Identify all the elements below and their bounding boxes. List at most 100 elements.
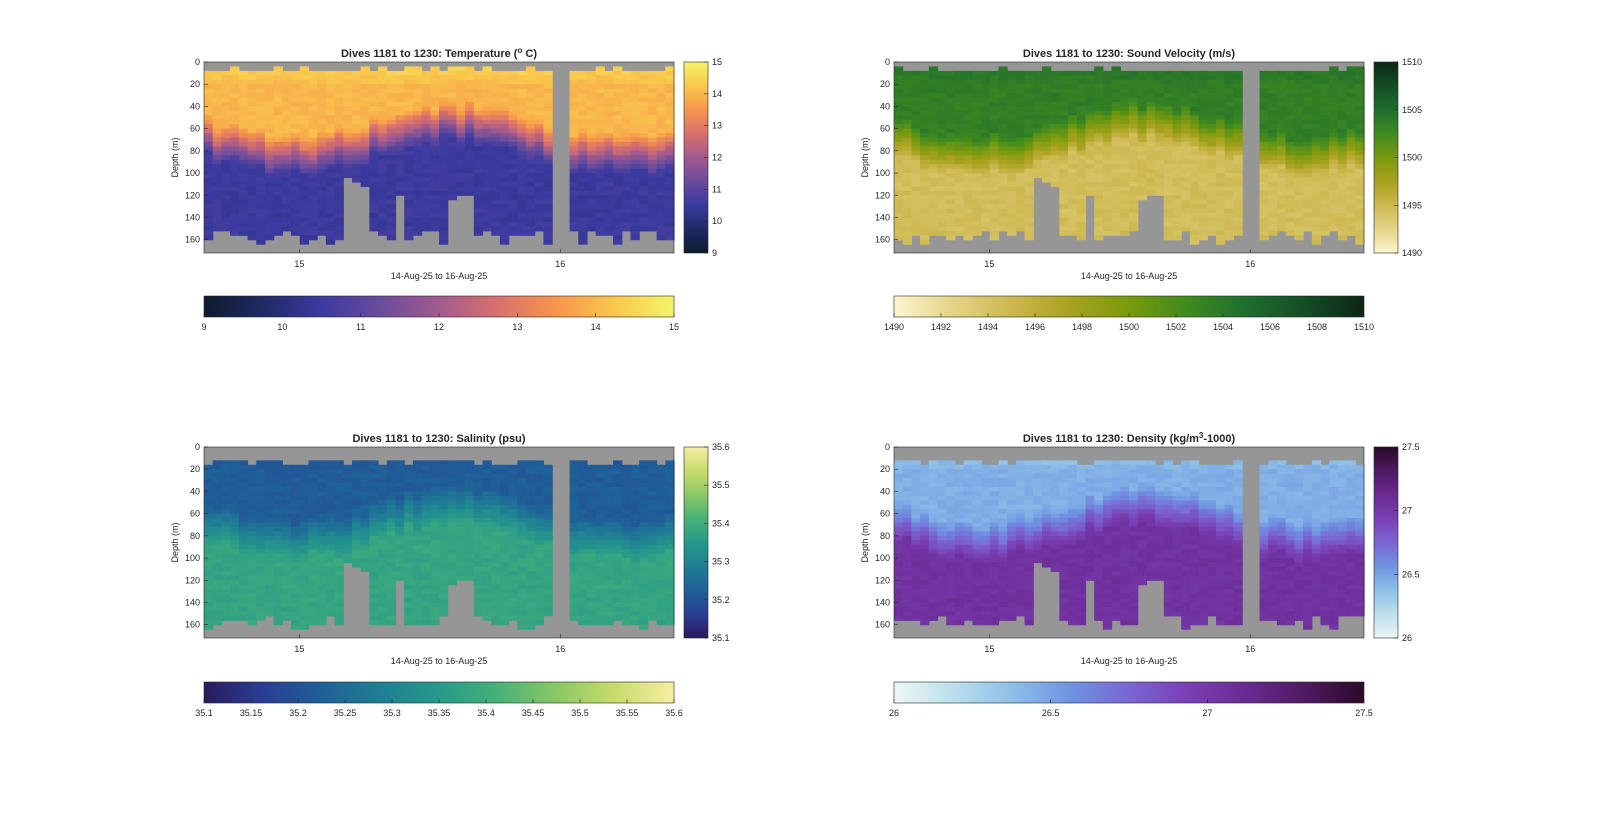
heatmap-cell xyxy=(622,209,631,214)
heatmap-cell xyxy=(387,602,396,607)
heatmap-cell xyxy=(1033,111,1042,116)
heatmap-cell xyxy=(369,571,378,576)
heatmap-cell xyxy=(613,71,622,76)
heatmap-cell xyxy=(578,142,587,147)
heatmap-cell xyxy=(964,124,973,129)
heatmap-cell xyxy=(204,602,213,607)
heatmap-cell xyxy=(543,106,552,111)
heatmap-cell xyxy=(387,102,396,107)
heatmap-cell xyxy=(422,531,431,536)
heatmap-cell xyxy=(343,496,352,501)
heatmap-cell xyxy=(1129,138,1138,143)
heatmap-cell xyxy=(657,160,666,165)
heatmap-cell xyxy=(230,93,239,98)
heatmap-cell xyxy=(596,222,605,227)
heatmap-cell xyxy=(1077,89,1086,94)
heatmap-cell xyxy=(981,186,990,191)
heatmap-cell xyxy=(491,222,500,227)
heatmap-cell xyxy=(596,151,605,156)
heatmap-cell xyxy=(448,195,457,200)
heatmap-cell xyxy=(1007,71,1016,76)
heatmap-cell xyxy=(282,213,291,218)
heatmap-cell xyxy=(1007,138,1016,143)
heatmap-cell xyxy=(990,191,999,196)
heatmap-cell xyxy=(1146,75,1155,80)
heatmap-cell xyxy=(1320,217,1329,222)
heatmap-cell xyxy=(335,213,344,218)
heatmap-cell xyxy=(938,222,947,227)
heatmap-cell xyxy=(972,169,981,174)
heatmap-cell xyxy=(256,567,265,572)
heatmap-cell xyxy=(1112,151,1121,156)
heatmap-cell xyxy=(1260,222,1269,227)
heatmap-cell xyxy=(291,182,300,187)
heatmap-cell xyxy=(430,93,439,98)
heatmap-cell xyxy=(535,115,544,120)
heatmap-cell xyxy=(483,483,492,488)
heatmap-cells xyxy=(204,460,675,629)
heatmap-cell xyxy=(1286,182,1295,187)
heatmap-cell xyxy=(378,138,387,143)
heatmap-cell xyxy=(509,138,518,143)
heatmap-cell xyxy=(369,98,378,103)
heatmap-cell xyxy=(465,505,474,510)
heatmap-cell xyxy=(387,75,396,80)
heatmap-cell xyxy=(248,483,257,488)
heatmap-cell xyxy=(404,465,413,470)
heatmap-cell xyxy=(265,98,274,103)
heatmap-cell xyxy=(630,191,639,196)
heatmap-cell xyxy=(456,160,465,165)
heatmap-cell xyxy=(326,523,335,528)
heatmap-cell xyxy=(326,567,335,572)
heatmap-cell xyxy=(1329,71,1338,76)
heatmap-cell xyxy=(1016,138,1025,143)
heatmap-cell xyxy=(604,226,613,231)
heatmap-cell xyxy=(335,496,344,501)
heatmap-cell xyxy=(221,226,230,231)
heatmap-cell xyxy=(1225,200,1234,205)
heatmap-cell xyxy=(221,146,230,151)
heatmap-cell xyxy=(570,191,579,196)
heatmap-cell xyxy=(1312,200,1321,205)
heatmap-cell xyxy=(317,500,326,505)
heatmap-cell xyxy=(221,558,230,563)
heatmap-cell xyxy=(665,98,674,103)
heatmap-cell xyxy=(1120,93,1129,98)
heatmap-cell xyxy=(413,217,422,222)
heatmap-cell xyxy=(1260,169,1269,174)
heatmap-cell xyxy=(587,164,596,169)
heatmap-cell xyxy=(657,169,666,174)
heatmap-cell xyxy=(938,120,947,125)
heatmap-cell xyxy=(938,204,947,209)
y-axis-label: Depth (m) xyxy=(860,137,870,177)
heatmap-cell xyxy=(1129,217,1138,222)
heatmap-cell xyxy=(1207,93,1216,98)
heatmap-cell xyxy=(1051,98,1060,103)
heatmap-cell xyxy=(1225,138,1234,143)
heatmap-cell xyxy=(1260,111,1269,116)
heatmap-cell xyxy=(317,209,326,214)
heatmap-cell xyxy=(204,523,213,528)
heatmap-cell xyxy=(1042,84,1051,89)
heatmap-cell xyxy=(1268,182,1277,187)
heatmap-cell xyxy=(404,616,413,621)
heatmap-cell xyxy=(1016,204,1025,209)
heatmap-cell xyxy=(1260,213,1269,218)
heatmap-cell xyxy=(248,146,257,151)
heatmap-cell xyxy=(221,478,230,483)
heatmap-cell xyxy=(256,217,265,222)
heatmap-cell xyxy=(500,164,509,169)
heatmap-cell xyxy=(1085,84,1094,89)
heatmap-cell xyxy=(213,155,222,160)
heatmap-cell xyxy=(1033,80,1042,85)
y-tick-label: 60 xyxy=(190,124,200,134)
heatmap-cell xyxy=(1190,209,1199,214)
heatmap-cell xyxy=(1085,133,1094,138)
heatmap-cell xyxy=(361,496,370,501)
heatmap-cell xyxy=(404,562,413,567)
heatmap-cell xyxy=(248,469,257,474)
heatmap-cell xyxy=(213,585,222,590)
heatmap-cell xyxy=(256,607,265,612)
heatmap-cell xyxy=(1347,231,1356,236)
heatmap-cell xyxy=(920,195,929,200)
